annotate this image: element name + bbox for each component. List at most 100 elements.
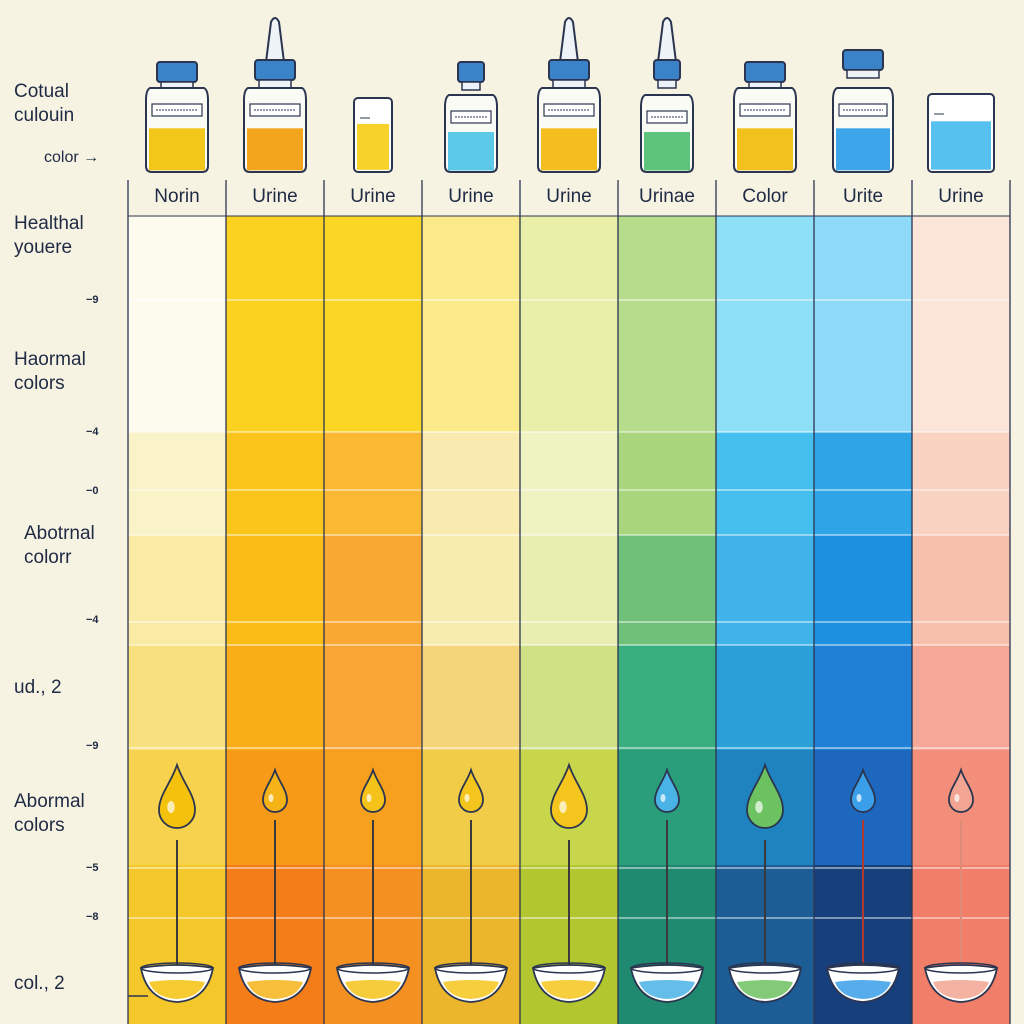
column-header: Norin [154,186,200,207]
side-label: Cotual culouin [14,80,126,128]
drop-icon [948,767,974,813]
side-label-line: color → [44,149,100,166]
color-band [324,216,423,432]
drop-highlight [366,794,372,802]
side-label-line: colorr [24,547,72,568]
dish-rim [826,962,900,974]
vessel-bottle-tall-icon [832,49,894,173]
color-band [324,535,423,645]
color-band [618,645,717,750]
color-band [814,216,913,432]
dish-fluid [737,980,793,999]
color-band [716,216,815,432]
color-band [324,645,423,750]
column-header: Urine [938,186,984,207]
drop-highlight [856,794,862,802]
color-band [716,645,815,750]
drop-highlight [954,794,960,802]
column-header: Urine [252,186,298,207]
drop-icon [158,762,196,829]
dish-fluid [933,980,989,999]
side-label-line: Healthal [14,213,84,234]
dish-rim [238,962,312,974]
color-band [618,535,717,645]
tick-label: −0 [86,485,99,497]
dish-rim [140,962,214,974]
vessel-cup-icon [353,97,393,173]
color-band [128,432,227,535]
drop-highlight [755,801,763,813]
drop-icon [850,767,876,813]
color-band [422,535,521,645]
drop-icon [458,767,484,813]
color-band [814,535,913,645]
color-band [912,645,1011,750]
dish-rim [630,962,704,974]
color-band [422,645,521,750]
color-band [520,432,619,535]
drop-highlight [464,794,470,802]
color-band [912,216,1011,432]
color-band [618,432,717,535]
tick-label: −9 [86,294,99,306]
side-label-line: colors [14,373,65,394]
dish-fluid [835,980,891,999]
color-band [618,216,717,432]
dish-rim [532,962,606,974]
side-label-line: Cotual [14,81,69,102]
color-band [226,216,325,432]
vessel-dropper-icon [537,17,601,173]
color-band [520,535,619,645]
color-band [422,216,521,432]
color-band [324,432,423,535]
color-band [716,535,815,645]
drop-icon [746,762,784,829]
side-label-line: Abormal [14,791,85,812]
column-header: Urine [350,186,396,207]
tick-label: −9 [86,740,99,752]
side-label-line: col., 2 [14,973,65,994]
tick-label: −4 [86,614,99,626]
drop-highlight [167,801,175,813]
side-label: Abotrnal colorr [24,522,136,570]
color-band [716,432,815,535]
drop-highlight [660,794,666,802]
color-band [128,216,227,432]
side-label: Haormal colors [14,348,126,396]
color-band [520,216,619,432]
color-band [226,432,325,535]
side-label: color → [44,146,156,170]
vessel-dropper-thin-icon [640,17,694,173]
tick-label: −8 [86,911,99,923]
vessel-dropper-icon [243,17,307,173]
color-band [226,535,325,645]
color-band [226,645,325,750]
color-band [814,432,913,535]
side-label: Healthal youere [14,212,126,260]
dish-fluid [639,980,695,999]
dish-rim [924,962,998,974]
dish-rim [336,962,410,974]
color-band [422,432,521,535]
drop-highlight [559,801,567,813]
side-label-line: ud., 2 [14,677,62,698]
color-band [814,645,913,750]
column-header: Urite [842,186,884,207]
side-label: col., 2 [14,972,126,996]
vessel-bottle-small-icon [444,61,498,173]
color-band [912,432,1011,535]
side-label-line: Abotrnal [24,523,95,544]
drop-icon [550,762,588,829]
dish-fluid [443,980,499,999]
side-label-line: colors [14,815,65,836]
color-band [128,535,227,645]
dish-fluid [149,980,205,999]
dish-fluid [541,980,597,999]
dish-fluid [247,980,303,999]
side-label-line: culouin [14,105,75,126]
column-header: Color [742,186,788,207]
dish-fluid [345,980,401,999]
side-label-line: Haormal [14,349,86,370]
